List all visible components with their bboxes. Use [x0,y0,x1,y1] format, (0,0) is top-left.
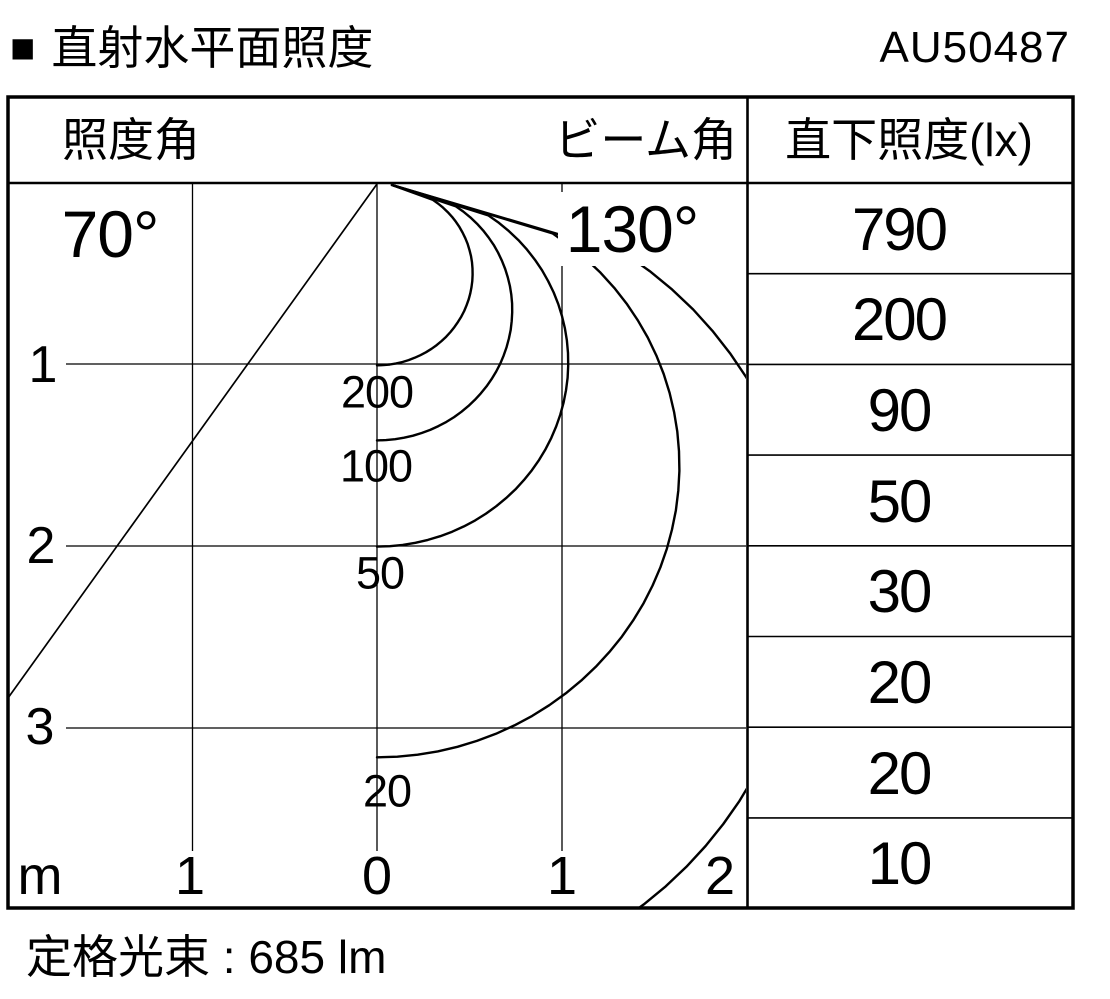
table-row: 200 [851,286,948,354]
curve-label-20lx: 20 [362,765,412,817]
beam-angle-label: 130° [558,192,706,266]
table-row: 20 [867,649,933,716]
table-row: 50 [867,467,933,535]
illuminance-angle-line [7,183,378,699]
curve-label-100lx: 100 [339,440,413,492]
x-axis-unit-label: m [17,846,63,906]
table-outer-border [6,95,1075,910]
page-title-text: 直射水平面照度 [51,22,374,74]
curve-label-200lx: 200 [340,366,414,418]
x-axis-tick-right-2m: 2 [704,846,736,906]
isolux-curve-200lx [375,184,474,367]
page-title: ■ 直射水平面照度 [10,25,373,71]
chart-gridlines [66,184,746,851]
table-row: 90 [867,376,933,444]
isolux-curve-20lx [375,184,681,759]
table-row: 20 [867,739,933,807]
section-marker-square: ■ [10,24,36,71]
table-row: 30 [867,558,933,626]
y-axis-tick-2m: 2 [26,517,56,575]
curve-label-50lx: 50 [355,547,405,599]
column-header-beam-angle: ビーム角 [554,114,737,166]
product-code: AU50487 [879,23,1070,72]
isolux-curve-50lx [375,184,570,548]
table-row: 10 [867,829,933,897]
value-row-separators [747,272,1073,819]
table-row: 790 [851,195,948,263]
rated-luminous-flux: 定格光束 : 685 lm [26,931,387,983]
illuminance-angle-label: 70° [61,197,160,271]
y-axis-tick-1m: 1 [28,336,58,394]
x-axis-tick-right-1m: 1 [546,846,578,906]
beam-angle-label-text: 130° [565,192,700,266]
isolux-curve-10lx [390,184,746,907]
x-axis-tick-left-1m: 1 [174,846,206,906]
isolux-curve-100lx [375,184,514,442]
column-header-direct-illuminance: 直下照度(lx) [785,114,1033,166]
isolux-curves [375,184,746,907]
x-axis-tick-0m: 0 [361,846,393,906]
column-header-illuminance-angle: 照度角 [62,114,200,166]
y-axis-tick-3m: 3 [25,698,55,756]
